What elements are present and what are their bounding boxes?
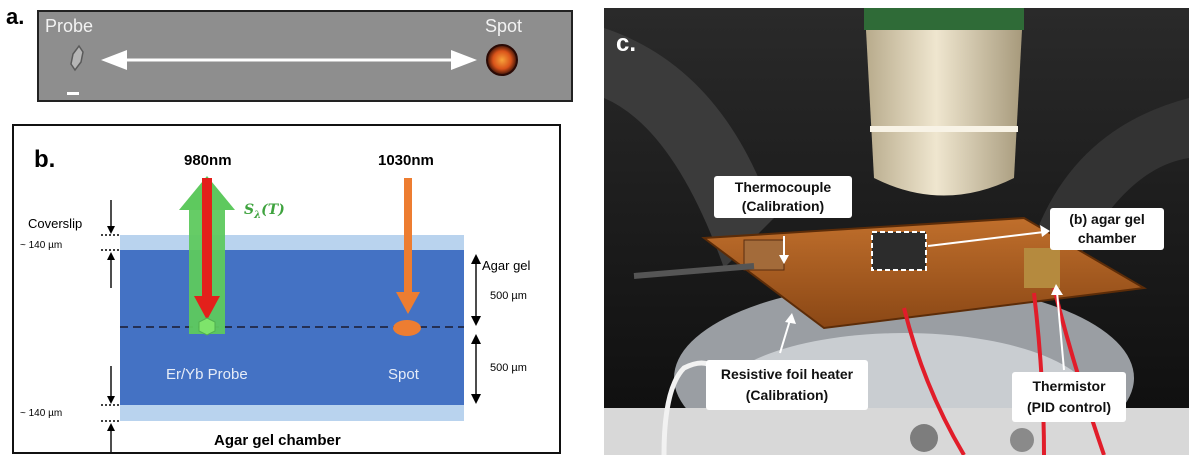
beam-1030-arrow: [396, 178, 420, 314]
heater-line1: Resistive foil heater: [720, 366, 854, 382]
screw-2: [1010, 428, 1034, 452]
spot-particle: [486, 44, 518, 76]
spot-ellipse: [393, 320, 421, 336]
coverslip-top: [120, 235, 464, 250]
depth-upper-label: 500 µm: [490, 290, 527, 302]
agar-gel-label: Agar gel: [482, 258, 531, 273]
chamber-line1: (b) agar gel: [1069, 211, 1145, 227]
heater-line2: (Calibration): [745, 387, 829, 403]
signal-subscript: λ: [254, 209, 262, 221]
signal-argument: (T): [261, 202, 285, 218]
panel-b-letter: b.: [34, 146, 56, 173]
callout-thermocouple-box: [714, 176, 852, 218]
beam-980-arrow: [194, 178, 220, 320]
thermistor-line1: Thermistor: [1032, 378, 1106, 394]
callout-heater-box: [706, 360, 868, 410]
coverslip-thickness-top: ~ 140 µm: [20, 240, 63, 251]
micrograph-graphic: [39, 12, 571, 100]
panel-a-letter: a.: [6, 4, 25, 29]
signal-label: Sλ(T): [244, 202, 285, 221]
scale-bar: [67, 92, 79, 95]
objective-green-band: [864, 8, 1024, 30]
beam-980-label: 980nm: [184, 152, 232, 169]
screw-1: [910, 424, 938, 452]
signal-symbol: S: [244, 202, 255, 218]
right-dimension-arrows: [471, 254, 481, 404]
callout-thermistor: Thermistor (PID control): [1012, 376, 1126, 418]
thermocouple-line1: Thermocouple: [734, 179, 832, 195]
spot-text: Spot: [388, 366, 419, 383]
panel-c-photo: c. Thermocouple (Calibration) (b) agar g…: [604, 8, 1189, 455]
red-wire-1: [902, 307, 966, 455]
thermistor-pad: [1024, 248, 1060, 288]
coverslip-bottom: [120, 405, 464, 421]
coverslip-label: Coverslip: [28, 216, 83, 231]
probe-hexagon: [198, 317, 216, 336]
callout-thermistor-box: [1012, 372, 1126, 422]
probe-text: Er/Yb Probe: [166, 366, 248, 383]
callout-chamber: (b) agar gel chamber: [1050, 210, 1164, 248]
spot-label: Spot: [485, 16, 523, 36]
coverslip-thickness-bottom: ~ 140 µm: [20, 408, 63, 419]
callout-arrows: [779, 225, 1065, 371]
gel-chamber-diagram: [101, 176, 481, 452]
objective-body: [866, 30, 1022, 196]
gel-chamber-window: [871, 231, 927, 271]
probe-particle: [70, 44, 84, 72]
depth-lower-label: 500 µm: [490, 362, 527, 374]
beam-1030-label: 1030nm: [378, 152, 434, 169]
probe-label: Probe: [45, 16, 94, 36]
chamber-line2: chamber: [1077, 230, 1137, 246]
panel-b-diagram: b. 980nm 1030nm Sλ(T) Coverslip ~ 140 µm…: [12, 124, 561, 454]
panel-c-letter: c.: [616, 30, 637, 57]
double-arrow: [101, 50, 477, 70]
thermistor-line2: (PID control): [1027, 399, 1111, 415]
thermocouple-line2: (Calibration): [741, 198, 825, 214]
left-dimension-arrows: [101, 200, 119, 452]
setup-photo-illustration: [604, 8, 1189, 455]
panel-a-micrograph: Probe Spot: [37, 10, 573, 102]
callout-chamber-box: [1050, 208, 1164, 250]
callout-thermocouple: Thermocouple (Calibration): [714, 178, 852, 216]
callout-heater: Resistive foil heater (Calibration): [706, 364, 868, 406]
chamber-title: Agar gel chamber: [214, 432, 341, 449]
